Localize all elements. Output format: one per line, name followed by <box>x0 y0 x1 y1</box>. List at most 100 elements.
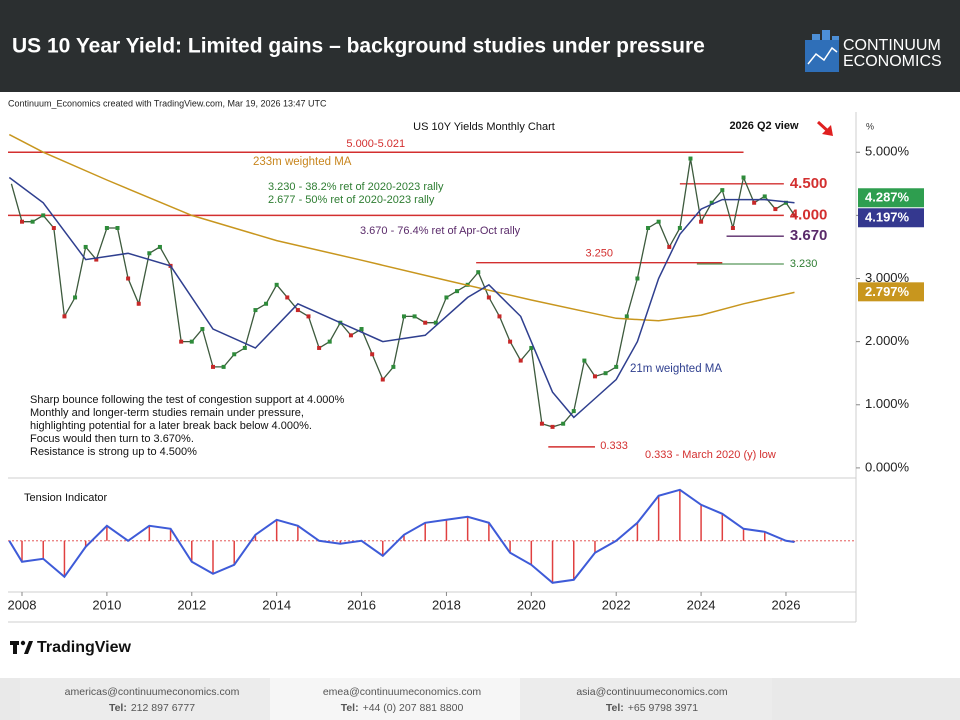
price-point <box>147 251 152 256</box>
price-tag <box>858 208 924 228</box>
x-tick-label: 2016 <box>347 597 376 612</box>
price-point <box>624 314 629 319</box>
annotation: 3.230 - 38.2% ret of 2020-2023 rally <box>268 181 444 193</box>
price-point <box>264 301 269 306</box>
price-point <box>476 270 481 275</box>
price-tag <box>858 282 924 302</box>
price-point <box>370 352 375 357</box>
price-point <box>792 213 797 218</box>
price-point <box>179 339 184 344</box>
price-point <box>62 314 67 319</box>
price-point <box>656 219 661 224</box>
price-point <box>295 308 300 313</box>
price-point <box>497 314 502 319</box>
footer-tel: Tel: 212 897 6777 <box>109 702 195 714</box>
logo-text: CONTINUUM <box>843 37 941 54</box>
price-point <box>582 358 587 363</box>
logo-text: ECONOMICS <box>843 53 942 70</box>
ma-line <box>8 176 795 419</box>
price-point <box>677 226 682 231</box>
footer: americas@continuumeconomics.com Tel: 212 8… <box>20 678 772 720</box>
note-line: Focus would then turn to 3.670%. <box>30 433 194 445</box>
panel-title: Tension Indicator <box>24 492 107 504</box>
level-label: 4.500 <box>790 175 828 192</box>
tel-number: +44 (0) 207 881 8800 <box>363 702 464 714</box>
price-point <box>285 295 290 300</box>
price-point <box>391 364 396 369</box>
footer-tel: Tel: +65 9798 3971 <box>606 702 698 714</box>
price-point <box>401 314 406 319</box>
price-point <box>157 244 162 249</box>
price-point <box>433 320 438 325</box>
tel-label: Tel: <box>606 702 624 714</box>
price-point <box>783 200 788 205</box>
price-point <box>752 200 757 205</box>
y-tick-label: 0.000% <box>865 459 910 474</box>
x-tick-label: 2020 <box>517 597 546 612</box>
credit: Continuum_Economics created with Trading… <box>8 98 327 108</box>
price-point <box>667 244 672 249</box>
price-point <box>455 289 460 294</box>
footer-box <box>20 678 272 720</box>
price-point <box>646 226 651 231</box>
price-point <box>699 219 704 224</box>
ma-line <box>8 133 795 322</box>
price-point <box>592 374 597 379</box>
price-point <box>539 421 544 426</box>
logo-icon <box>805 30 839 72</box>
price-point <box>518 358 523 363</box>
price-tag <box>858 188 924 208</box>
annotation: 2.677 - 50% ret of 2020-2023 rally <box>268 194 435 206</box>
view-label: 2026 Q2 view <box>729 120 799 132</box>
unit-label: % <box>866 121 874 131</box>
price-point <box>635 276 640 281</box>
tel-label: Tel: <box>109 702 127 714</box>
price-point <box>306 314 311 319</box>
price-point <box>741 175 746 180</box>
note-line: highlighting potential for a later break… <box>30 420 312 432</box>
price-tag-label: 2.797% <box>865 284 910 299</box>
y-tick-label: 3.000% <box>865 270 910 285</box>
brand-icon <box>10 640 33 654</box>
footer-email: americas@continuumeconomics.com <box>65 686 240 698</box>
chart-title: US 10Y Yields Monthly Chart <box>413 121 555 133</box>
notes: Sharp bounce following the test of conge… <box>30 394 345 458</box>
level-label: 3.230 <box>790 258 818 270</box>
price-point <box>30 219 35 224</box>
annotation: 0.333 - March 2020 (y) low <box>645 449 776 461</box>
price-point <box>115 226 120 231</box>
header-title: US 10 Year Yield: Limited gains – backgr… <box>12 35 705 58</box>
price-point <box>486 295 491 300</box>
footer-box <box>270 678 522 720</box>
price-point <box>380 377 385 382</box>
level-label: 4.000 <box>790 206 828 223</box>
price-point <box>327 339 332 344</box>
price-point <box>189 339 194 344</box>
price-point <box>242 345 247 350</box>
price-point <box>730 226 735 231</box>
price-point <box>126 276 131 281</box>
price-point <box>529 345 534 350</box>
annotation: 3.670 - 76.4% ret of Apr-Oct rally <box>360 225 521 237</box>
x-tick-label: 2010 <box>92 597 121 612</box>
price-point <box>614 364 619 369</box>
ma-label: 233m weighted MA <box>253 156 352 168</box>
price-point <box>348 333 353 338</box>
level-label: 3.670 <box>790 227 828 244</box>
price-point <box>773 207 778 212</box>
price-point <box>508 339 513 344</box>
price-tag-label: 4.197% <box>865 210 910 225</box>
price-point <box>232 352 237 357</box>
tel-number: +65 9798 3971 <box>628 702 699 714</box>
price-point <box>210 364 215 369</box>
price-point <box>550 424 555 429</box>
price-point <box>561 421 566 426</box>
price-point <box>720 188 725 193</box>
price-point <box>83 244 88 249</box>
price-point <box>253 308 258 313</box>
price-point <box>603 371 608 376</box>
footer-box <box>520 678 772 720</box>
price-point <box>688 156 693 161</box>
